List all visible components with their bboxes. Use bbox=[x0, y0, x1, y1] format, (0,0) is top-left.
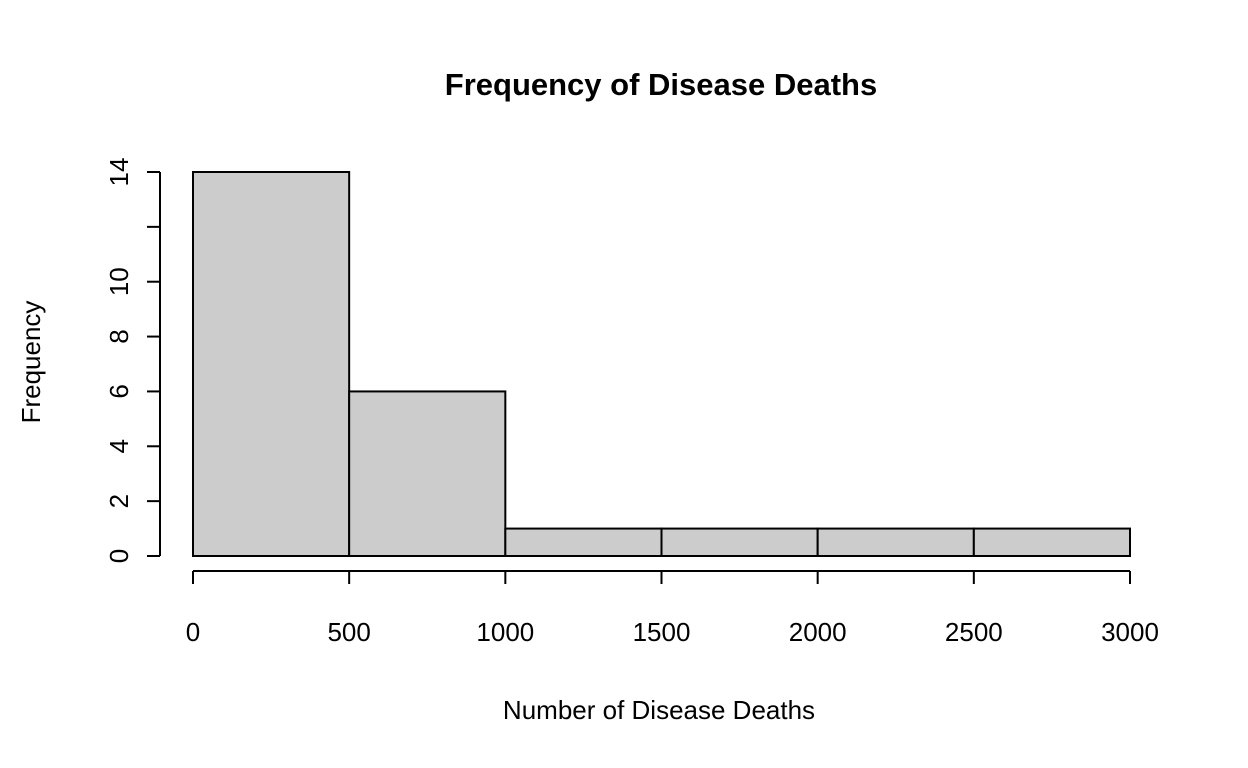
bars-group bbox=[192, 171, 1131, 557]
chart-title: Frequency of Disease Deaths bbox=[445, 67, 877, 102]
y-tick-label: 10 bbox=[104, 267, 134, 296]
x-tick-label: 1500 bbox=[633, 617, 691, 647]
axes-group: 0 2 4 6 8 10 14 0 500 1000 1500 2000 2500 3000 bbox=[104, 158, 1159, 647]
x-tick-label: 2500 bbox=[945, 617, 1003, 647]
y-axis-label: Frequency bbox=[16, 301, 46, 424]
histogram-bar bbox=[972, 527, 1131, 557]
histogram-bar bbox=[348, 390, 507, 557]
x-tick-label: 500 bbox=[327, 617, 370, 647]
x-tick-label: 3000 bbox=[1101, 617, 1159, 647]
x-tick-label: 2000 bbox=[789, 617, 847, 647]
histogram-bar bbox=[660, 527, 819, 557]
y-tick-label: 8 bbox=[104, 329, 134, 343]
y-tick-label: 2 bbox=[104, 494, 134, 508]
y-tick-label: 4 bbox=[104, 439, 134, 453]
x-tick-label: 1000 bbox=[476, 617, 534, 647]
y-tick-label: 6 bbox=[104, 384, 134, 398]
histogram-bar bbox=[192, 171, 351, 557]
y-tick-label: 14 bbox=[104, 158, 134, 187]
histogram-bar bbox=[816, 527, 975, 557]
y-tick-label: 0 bbox=[104, 549, 134, 563]
x-tick-label: 0 bbox=[186, 617, 200, 647]
histogram-bar bbox=[504, 527, 663, 557]
x-axis-label: Number of Disease Deaths bbox=[503, 695, 815, 725]
